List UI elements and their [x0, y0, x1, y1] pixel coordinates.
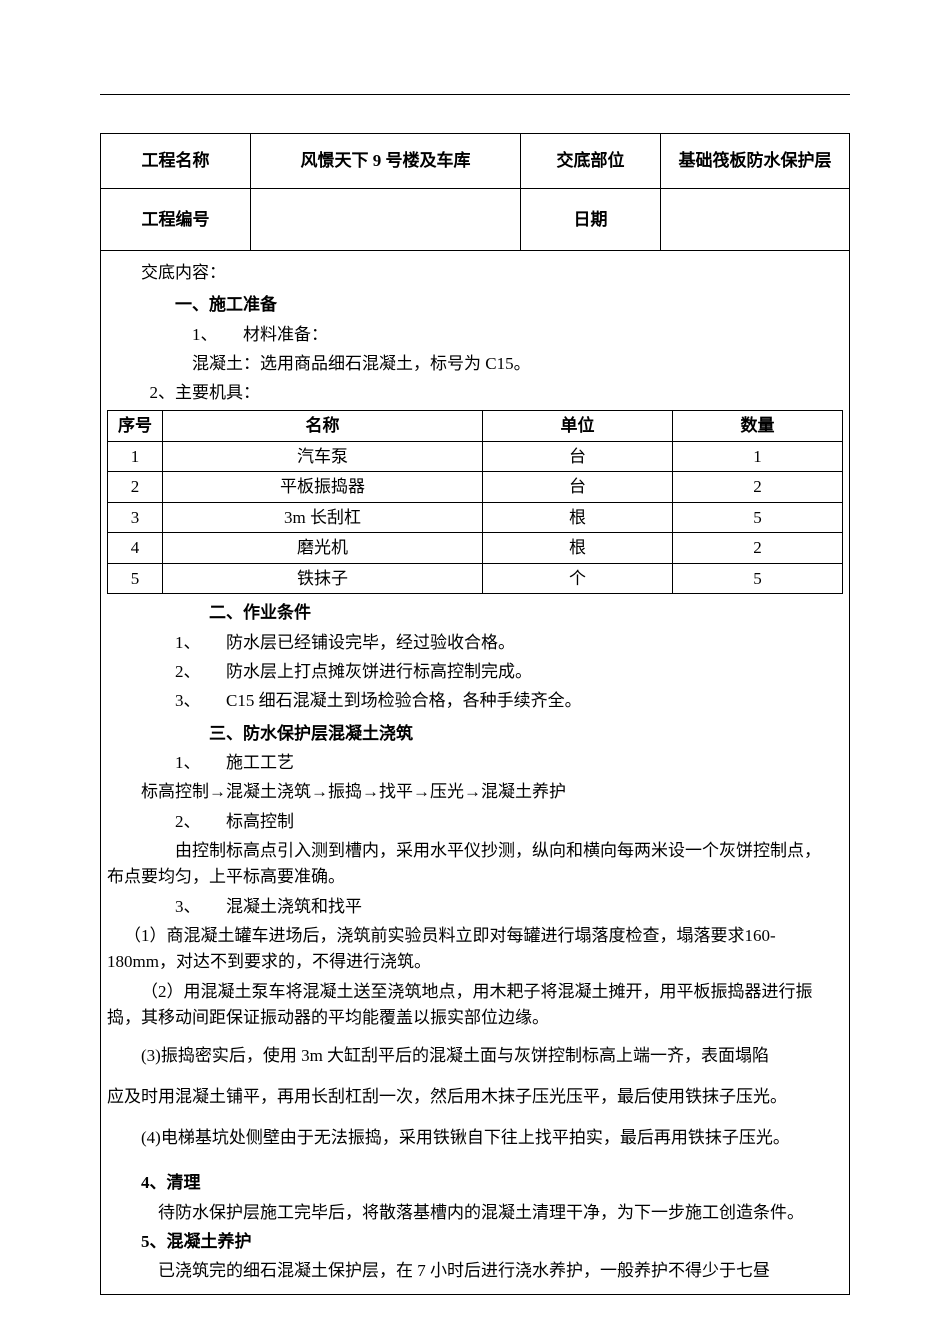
s3-5-text: 已浇筑完的细石混凝土保护层，在 7 小时后进行浇水养护，一般养护不得少于七昼	[107, 1258, 843, 1284]
s3-3-1: （1）商混凝土罐车进场后，浇筑前实验员料立即对每罐进行塌落度检查，塌落要求160…	[107, 923, 843, 976]
section-2-title: 二、作业条件	[107, 600, 843, 626]
section-3-title: 三、防水保护层混凝土浇筑	[107, 721, 843, 747]
date-label: 日期	[521, 188, 661, 251]
cell-seq: 2	[108, 472, 163, 503]
s1-1-text: 混凝土：选用商品细石混凝土，标号为 C15。	[107, 351, 843, 377]
cell-qty: 5	[673, 563, 843, 594]
cell-unit: 台	[483, 472, 673, 503]
s2-3: 3、 C15 细石混凝土到场检验合格，各种手续齐全。	[107, 688, 843, 714]
cell-name: 汽车泵	[163, 441, 483, 472]
cell-seq: 4	[108, 533, 163, 564]
document-table: 工程名称 风憬天下 9 号楼及车库 交底部位 基础筏板防水保护层 工程编号 日期…	[100, 133, 850, 1295]
cell-name: 磨光机	[163, 533, 483, 564]
s3-4-label: 4、清理	[107, 1170, 843, 1196]
table-row: 2 平板振捣器 台 2	[108, 472, 843, 503]
header-row-2: 工程编号 日期	[101, 188, 850, 251]
s3-5-label: 5、混凝土养护	[107, 1229, 843, 1255]
table-row: 3 3m 长刮杠 根 5	[108, 502, 843, 533]
cell-qty: 1	[673, 441, 843, 472]
col-unit: 单位	[483, 410, 673, 441]
s3-3-2: （2）用混凝土泵车将混凝土送至浇筑地点，用木耙子将混凝土摊开，用平板振捣器进行振…	[107, 979, 843, 1032]
s3-1-label: 1、 施工工艺	[107, 750, 843, 776]
col-qty: 数量	[673, 410, 843, 441]
project-number-label: 工程编号	[101, 188, 251, 251]
cell-qty: 2	[673, 533, 843, 564]
cell-seq: 3	[108, 502, 163, 533]
content-row: 交底内容： 一、施工准备 1、 材料准备： 混凝土：选用商品细石混凝土，标号为 …	[101, 251, 850, 1295]
cell-name: 3m 长刮杠	[163, 502, 483, 533]
s3-1-text: 标高控制→混凝土浇筑→振捣→找平→压光→混凝土养护	[107, 779, 843, 805]
table-row: 5 铁抹子 个 5	[108, 563, 843, 594]
cell-unit: 台	[483, 441, 673, 472]
project-name-value: 风憬天下 9 号楼及车库	[251, 134, 521, 189]
s3-2-label: 2、 标高控制	[107, 809, 843, 835]
s1-1-label: 1、 材料准备：	[107, 322, 843, 348]
s3-4-text: 待防水保护层施工完毕后，将散落基槽内的混凝土清理干净，为下一步施工创造条件。	[107, 1200, 843, 1226]
s2-1: 1、 防水层已经铺设完毕，经过验收合格。	[107, 630, 843, 656]
page-top-rule	[100, 94, 850, 95]
s3-3-label: 3、 混凝土浇筑和找平	[107, 894, 843, 920]
section-label: 交底部位	[521, 134, 661, 189]
s3-3-3b: 应及时用混凝土铺平，再用长刮杠刮一次，然后用木抹子压光压平，最后使用铁抹子压光。	[107, 1082, 843, 1113]
s3-3-4: (4)电梯基坑处侧壁由于无法振捣，采用铁锹自下往上找平拍实，最后再用铁抹子压光。	[107, 1123, 843, 1154]
s3-3-3: (3)振捣密实后，使用 3m 大缸刮平后的混凝土面与灰饼控制标高上端一齐，表面塌…	[107, 1041, 843, 1072]
table-row: 4 磨光机 根 2	[108, 533, 843, 564]
project-name-label: 工程名称	[101, 134, 251, 189]
content-cell: 交底内容： 一、施工准备 1、 材料准备： 混凝土：选用商品细石混凝土，标号为 …	[101, 251, 850, 1295]
col-name: 名称	[163, 410, 483, 441]
cell-qty: 2	[673, 472, 843, 503]
cell-unit: 个	[483, 563, 673, 594]
project-number-value	[251, 188, 521, 251]
s2-2: 2、 防水层上打点摊灰饼进行标高控制完成。	[107, 659, 843, 685]
s1-2-label: 2、主要机具：	[107, 380, 843, 406]
content-title: 交底内容：	[107, 260, 843, 286]
cell-name: 平板振捣器	[163, 472, 483, 503]
cell-seq: 5	[108, 563, 163, 594]
header-row-1: 工程名称 风憬天下 9 号楼及车库 交底部位 基础筏板防水保护层	[101, 134, 850, 189]
cell-seq: 1	[108, 441, 163, 472]
date-value	[661, 188, 850, 251]
cell-unit: 根	[483, 502, 673, 533]
cell-unit: 根	[483, 533, 673, 564]
col-seq: 序号	[108, 410, 163, 441]
section-1-title: 一、施工准备	[107, 292, 843, 318]
spacer	[107, 1155, 843, 1167]
equipment-table: 序号 名称 单位 数量 1 汽车泵 台 1 2 平板振捣器 台 2	[107, 410, 843, 595]
equipment-header-row: 序号 名称 单位 数量	[108, 410, 843, 441]
cell-qty: 5	[673, 502, 843, 533]
section-value: 基础筏板防水保护层	[661, 134, 850, 189]
cell-name: 铁抹子	[163, 563, 483, 594]
s3-2-text: 由控制标高点引入测到槽内，采用水平仪抄测，纵向和横向每两米设一个灰饼控制点，布点…	[107, 838, 843, 891]
table-row: 1 汽车泵 台 1	[108, 441, 843, 472]
